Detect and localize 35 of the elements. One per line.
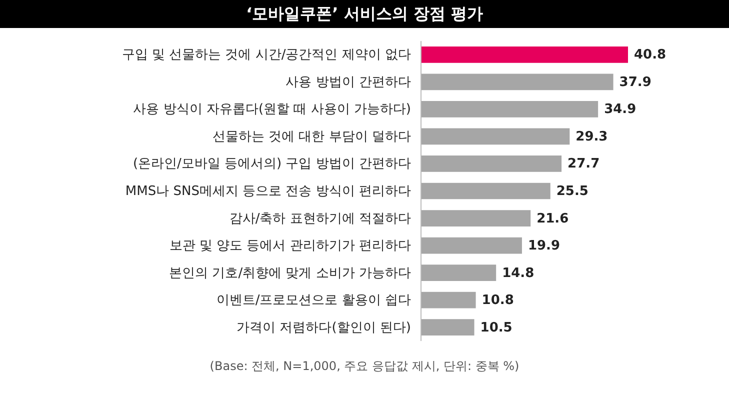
bar	[421, 237, 522, 254]
y-tick-label: (온라인/모바일 등에서의) 구입 방법이 간편하다	[132, 156, 411, 172]
data-label: 37.9	[619, 74, 652, 90]
data-label: 34.9	[604, 102, 636, 118]
chart-title: ‘모바일쿠폰’ 서비스의 장점 평가	[246, 4, 483, 23]
data-label: 40.8	[634, 48, 666, 63]
bar	[421, 128, 570, 145]
bar	[421, 101, 598, 118]
bar	[421, 292, 476, 308]
bar	[421, 182, 550, 200]
data-label: 29.3	[576, 129, 608, 144]
text: (Base: 전체, N=1,000, 주요 응답값 제시, 단위: 중복 %)	[210, 359, 520, 373]
data-label: 14.8	[502, 266, 534, 281]
bar	[421, 46, 628, 63]
bar	[421, 74, 614, 90]
data-label: 10.5	[480, 320, 512, 336]
y-tick-label: 사용 방법이 간편하다	[286, 74, 411, 90]
y-tick-label: 본인의 기호/취향에 맞게 소비가 가능하다	[169, 266, 411, 281]
y-tick-label: 이벤트/프로모션으로 활용이 쉽다	[216, 293, 411, 308]
y-tick-label: 가격이 저렴하다(할인이 된다)	[236, 320, 411, 336]
data-label: 27.7	[568, 156, 600, 172]
bar	[421, 319, 474, 336]
data-label: 19.9	[528, 238, 560, 254]
bar	[421, 264, 496, 281]
y-tick-label: 감사/축하 표현하기에 적절하다	[229, 211, 411, 226]
y-tick-label: 구입 및 선물하는 것에 시간/공간적인 제약이 없다	[122, 48, 411, 63]
bar	[421, 210, 531, 226]
data-label: 21.6	[536, 211, 569, 226]
y-tick-label: MMS나 SNS메세지 등으로 전송 방식이 편리하다	[125, 184, 411, 199]
y-tick-label: 보관 및 양도 등에서 관리하기가 편리하다	[169, 238, 411, 254]
bar	[421, 156, 562, 172]
y-tick-label: 사용 방식이 자유롭다(원할 때 사용이 가능하다)	[133, 102, 411, 118]
y-tick-label: 선물하는 것에 대한 부담이 덜하다	[212, 129, 411, 144]
data-label: 25.5	[556, 184, 588, 199]
data-label: 10.8	[482, 293, 514, 308]
